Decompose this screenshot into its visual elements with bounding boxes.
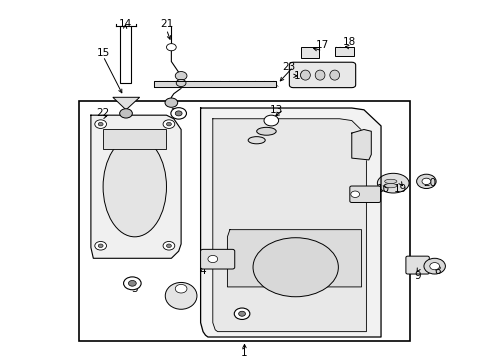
Polygon shape (154, 81, 276, 86)
Polygon shape (200, 108, 380, 337)
Text: 18: 18 (342, 37, 355, 47)
Circle shape (95, 120, 106, 129)
Circle shape (163, 242, 174, 250)
Bar (334, 47, 353, 56)
Ellipse shape (165, 283, 197, 309)
Text: 9: 9 (413, 271, 420, 281)
Circle shape (120, 109, 132, 118)
Text: 10: 10 (376, 184, 389, 194)
Ellipse shape (300, 70, 310, 80)
Text: 20: 20 (423, 178, 435, 188)
Polygon shape (351, 130, 370, 160)
Text: 3: 3 (131, 284, 138, 294)
Ellipse shape (377, 173, 408, 193)
Bar (79, 101, 409, 341)
Text: 19: 19 (393, 184, 407, 194)
Circle shape (234, 308, 249, 319)
Bar (300, 47, 319, 58)
Circle shape (166, 44, 176, 51)
Text: 21: 21 (160, 19, 173, 29)
Circle shape (166, 122, 171, 126)
Circle shape (429, 262, 439, 270)
Polygon shape (227, 230, 361, 287)
Text: 5: 5 (238, 312, 245, 322)
Ellipse shape (384, 184, 396, 188)
Circle shape (95, 242, 106, 250)
Text: 8: 8 (433, 266, 440, 276)
Text: 12: 12 (269, 123, 282, 133)
Text: 7: 7 (336, 203, 342, 213)
Circle shape (170, 108, 186, 119)
Text: 2: 2 (170, 108, 177, 118)
Polygon shape (212, 119, 366, 332)
Ellipse shape (252, 238, 338, 297)
Ellipse shape (329, 70, 339, 80)
Circle shape (421, 178, 430, 185)
Text: 15: 15 (96, 48, 109, 58)
Circle shape (207, 256, 217, 262)
Text: 4: 4 (199, 266, 206, 276)
FancyBboxPatch shape (349, 186, 380, 202)
Polygon shape (91, 115, 181, 258)
Ellipse shape (103, 137, 166, 237)
Ellipse shape (315, 70, 325, 80)
Ellipse shape (384, 179, 396, 184)
Circle shape (123, 277, 141, 290)
Text: 6: 6 (175, 291, 182, 301)
Circle shape (416, 174, 435, 189)
FancyBboxPatch shape (289, 62, 355, 87)
Ellipse shape (256, 127, 276, 135)
Bar (103, 130, 166, 149)
Circle shape (264, 115, 278, 126)
Circle shape (98, 122, 103, 126)
Circle shape (175, 72, 186, 80)
Circle shape (164, 98, 177, 107)
Circle shape (166, 244, 171, 248)
Ellipse shape (247, 137, 264, 144)
Circle shape (163, 120, 174, 129)
Text: 14: 14 (118, 19, 131, 29)
Text: 23: 23 (281, 62, 294, 72)
Bar (120, 26, 131, 83)
Circle shape (175, 111, 182, 116)
Circle shape (238, 311, 245, 316)
Circle shape (175, 284, 186, 293)
Polygon shape (113, 97, 140, 110)
Circle shape (423, 258, 445, 274)
Circle shape (98, 244, 103, 248)
Text: 1: 1 (241, 348, 247, 358)
Text: 16: 16 (293, 71, 306, 81)
Circle shape (128, 280, 136, 286)
FancyBboxPatch shape (405, 256, 428, 274)
Circle shape (350, 191, 359, 198)
FancyBboxPatch shape (200, 249, 234, 269)
Circle shape (176, 80, 185, 86)
Text: 13: 13 (269, 105, 282, 115)
Text: 11: 11 (259, 137, 272, 147)
Text: 17: 17 (315, 40, 328, 50)
Text: 22: 22 (96, 108, 109, 118)
